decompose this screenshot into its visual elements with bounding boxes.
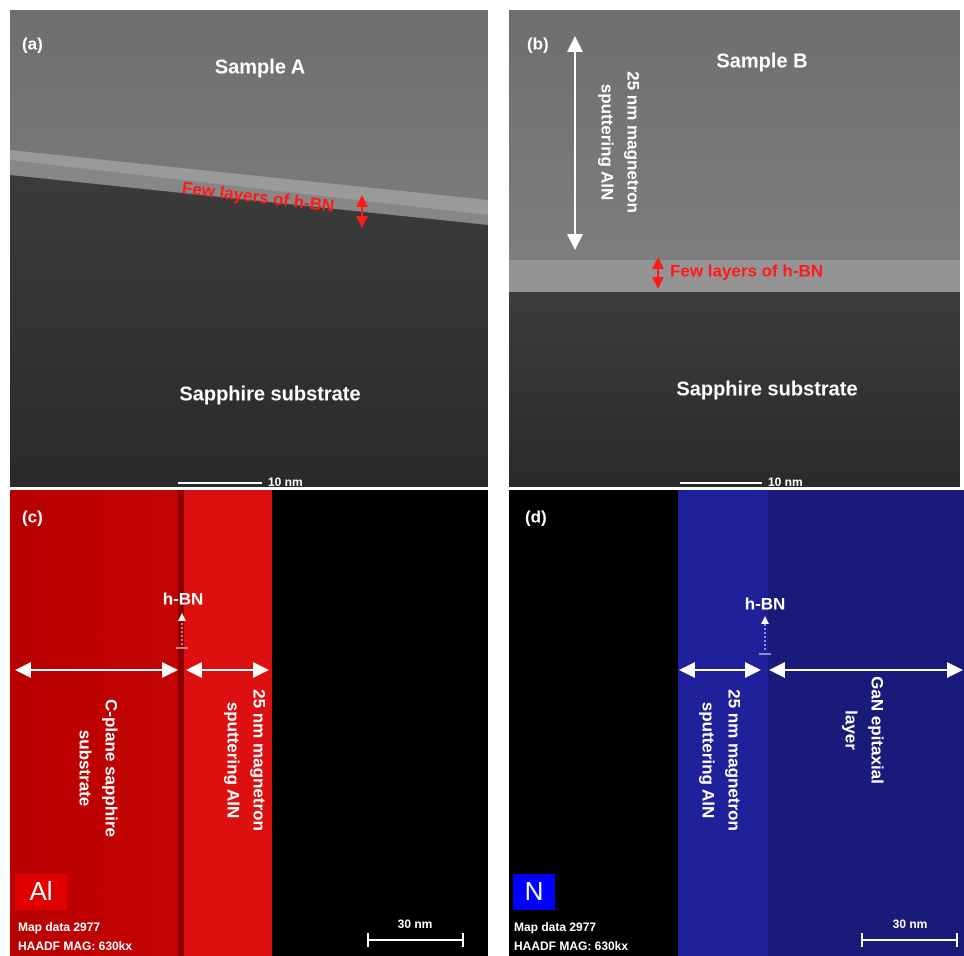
element-label: N: [525, 876, 544, 906]
sample-title: Sample B: [716, 50, 807, 72]
substrate-label: Sapphire substrate: [179, 383, 360, 405]
panel-label: (a): [22, 34, 43, 53]
map-info: Map data 2977: [18, 920, 100, 934]
page: {"panels": [ {"label": "(a)", "title": "…: [0, 0, 964, 956]
side-label: 25 nm magnetron: [624, 71, 643, 213]
region-label: substrate: [76, 730, 95, 807]
panel-a: (a) Sample A Few layers of h-BN Sapphire…: [10, 10, 488, 489]
figure: (a) Sample A Few layers of h-BN Sapphire…: [0, 0, 964, 956]
region-label: 25 nm magnetron: [250, 689, 269, 831]
panel-label: (b): [527, 34, 549, 53]
panel-c: (c) h-BN C-plane sapphire substrate 25 n…: [10, 490, 488, 956]
region-label: layer: [842, 710, 861, 750]
interface-label: h-BN: [163, 589, 204, 608]
scale-bar-label: 30 nm: [398, 917, 433, 931]
panel-label: (c): [22, 507, 43, 526]
sample-title: Sample A: [215, 56, 305, 78]
interface-label: h-BN: [745, 594, 786, 613]
panel-b: (b) Sample B 25 nm magnetron sputtering …: [509, 10, 960, 489]
map-info: Map data 2977: [514, 920, 596, 934]
region-label: GaN epitaxial: [868, 676, 887, 784]
region-label: 25 nm magnetron: [725, 689, 744, 831]
panel-label: (d): [525, 507, 547, 526]
region-label: sputtering AlN: [699, 702, 718, 818]
map-info: HAADF MAG: 630kx: [514, 939, 628, 953]
annotation: Few layers of h-BN: [670, 261, 823, 280]
scale-bar-label: 10 nm: [768, 475, 803, 489]
panel-d: (d) h-BN 25 nm magnetron sputtering AlN …: [509, 490, 964, 956]
element-label: Al: [29, 876, 52, 906]
scale-bar-label: 10 nm: [268, 475, 303, 489]
substrate-label: Sapphire substrate: [676, 378, 857, 400]
region-label: C-plane sapphire: [102, 699, 121, 837]
side-label: sputtering AlN: [598, 84, 617, 200]
region-label: sputtering AlN: [224, 702, 243, 818]
map-info: HAADF MAG: 630kx: [18, 939, 132, 953]
scale-bar-label: 30 nm: [893, 917, 928, 931]
